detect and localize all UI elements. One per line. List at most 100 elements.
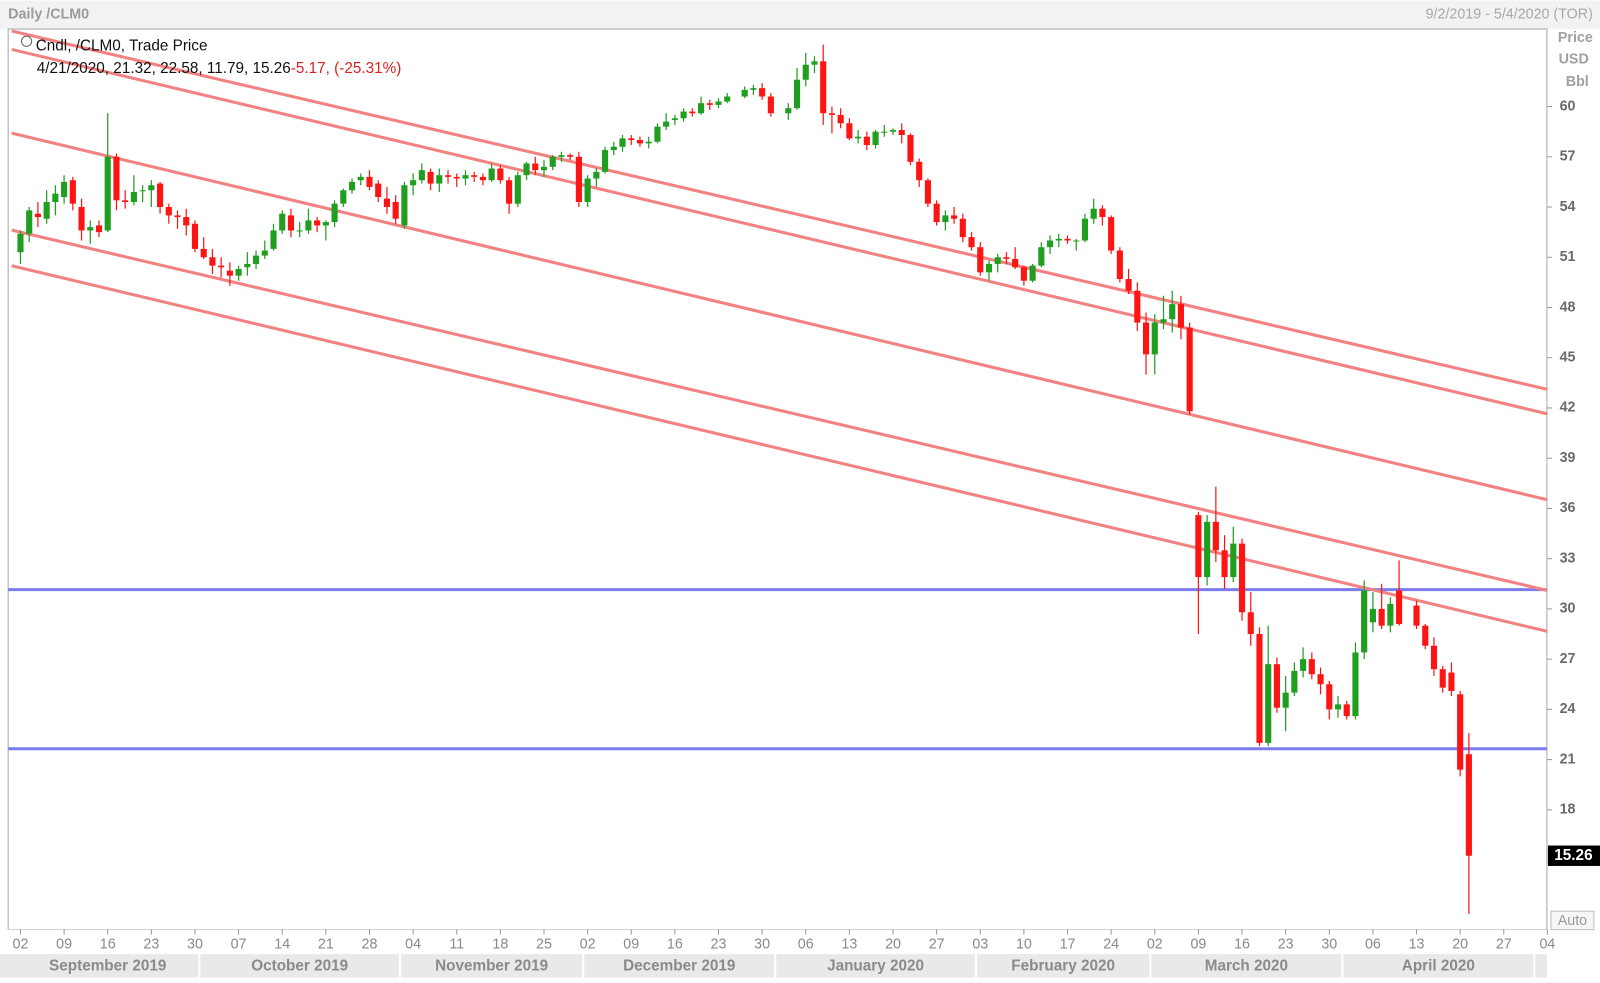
candle-body [567, 155, 574, 157]
auto-button-label[interactable]: Auto [1558, 913, 1587, 929]
candle-body [348, 181, 356, 191]
candle-body [540, 166, 548, 171]
candle-body [715, 101, 722, 105]
candle-body [1396, 590, 1403, 624]
x-tick-label: 13 [841, 937, 857, 953]
candle-body [479, 176, 486, 181]
candle-body [1169, 304, 1176, 320]
candle-body [305, 220, 312, 231]
y-tick-label: 48 [1560, 299, 1576, 315]
candle-body [1003, 257, 1010, 259]
candle-body [1439, 669, 1446, 688]
candle-body [1090, 208, 1097, 219]
candle-body [924, 180, 931, 204]
candle-body [43, 201, 50, 219]
candle-body [889, 129, 897, 132]
x-tick-label: 18 [492, 937, 508, 953]
candle-body [165, 207, 172, 216]
candle-body [78, 207, 85, 231]
candle-body [410, 180, 417, 186]
candle-body [881, 131, 888, 133]
candle-body [52, 193, 59, 202]
candle-body [942, 215, 949, 223]
candle-body [1029, 265, 1036, 281]
candle-body [1273, 664, 1280, 708]
candle-body [252, 255, 260, 264]
candle-body [1081, 218, 1089, 241]
candle-body [785, 108, 792, 114]
candle-body [427, 171, 434, 184]
info-change: -5.17, (-25.31%) [291, 60, 402, 77]
candle-body [287, 215, 295, 231]
candle-body [628, 138, 635, 141]
y-tick-label: 51 [1560, 249, 1576, 265]
candle-body [1300, 659, 1307, 671]
candle-body [436, 175, 443, 184]
candle-body [619, 138, 626, 147]
candle-body [497, 168, 504, 181]
x-tick-label: 17 [1060, 937, 1076, 953]
trendline [11, 131, 1548, 502]
x-tick-label: 28 [362, 937, 378, 953]
candle-body [916, 161, 923, 181]
candle-body [584, 178, 591, 202]
x-tick-label: 23 [1278, 937, 1294, 953]
candle-body [1422, 625, 1429, 646]
auto-button[interactable] [1550, 910, 1595, 931]
candle-body [523, 163, 530, 176]
y-tick-label: 54 [1560, 199, 1576, 215]
candle-body [1204, 521, 1211, 578]
candle-body [1073, 240, 1080, 242]
candle-body [951, 215, 958, 219]
x-tick-label: 07 [231, 937, 247, 953]
candle-body [95, 225, 103, 233]
candle-body [314, 220, 321, 226]
candle-body [444, 175, 452, 177]
candle-body [793, 79, 801, 109]
candle-body [392, 201, 399, 219]
candle-body [610, 146, 617, 151]
candle-body [226, 270, 233, 276]
candle-body [296, 230, 303, 232]
month-label: November 2019 [435, 957, 548, 974]
candle-body [1212, 521, 1219, 551]
candle-body [654, 126, 661, 142]
candle-body [828, 113, 835, 115]
candle-body [357, 176, 364, 181]
x-tick-label: 13 [1409, 937, 1425, 953]
candle-body [663, 121, 670, 127]
y-tick-label: 39 [1560, 450, 1576, 466]
candle-body [1448, 672, 1455, 691]
y-axis-title: Price [1558, 30, 1593, 46]
x-tick-label: 30 [754, 937, 770, 953]
candle-body [750, 88, 757, 90]
candle-body [1308, 659, 1315, 675]
candle-body [767, 96, 774, 114]
candle-body [366, 176, 373, 187]
candle-body [1457, 694, 1464, 770]
candle-body [811, 61, 818, 65]
candle-body [1221, 550, 1228, 578]
x-tick-label: 23 [711, 937, 727, 953]
candle-body [401, 185, 408, 226]
candle-body [1151, 322, 1158, 355]
candle-body [933, 203, 940, 223]
candle-body [69, 180, 76, 204]
x-tick-label: 30 [1321, 937, 1337, 953]
candle-body [418, 170, 425, 181]
candle-body [17, 233, 24, 253]
month-label: January 2020 [827, 957, 924, 974]
candle-body [1020, 267, 1027, 281]
month-label: March 2020 [1205, 957, 1288, 974]
candle-body [218, 265, 225, 268]
x-tick-label: 04 [1539, 937, 1555, 953]
candle-body [1125, 279, 1132, 291]
candle-body [61, 181, 68, 197]
candle-body [1361, 590, 1368, 653]
candle-body [183, 217, 190, 226]
trendline [11, 29, 1548, 391]
candle-body [1142, 322, 1150, 355]
candle-body [1334, 704, 1342, 710]
month-label: April 2020 [1402, 957, 1475, 974]
candle-body [959, 218, 966, 238]
